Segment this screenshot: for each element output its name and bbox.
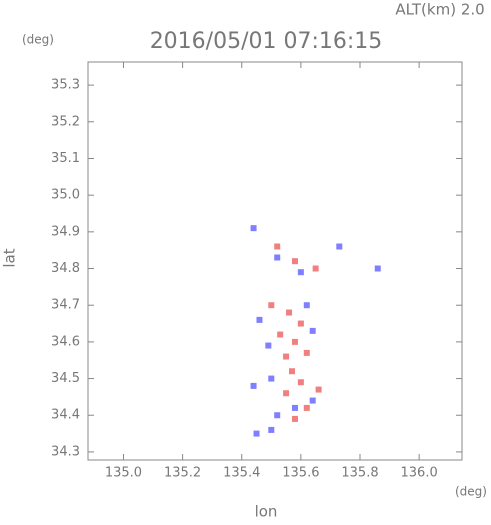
y-unit: (deg) (22, 33, 54, 47)
echo-point (336, 243, 343, 250)
y-tick-label: 34.8 (51, 261, 80, 276)
echo-point (283, 353, 290, 360)
echo-point (250, 382, 257, 389)
echo-point (283, 390, 290, 397)
y-tick-label: 35.2 (51, 114, 80, 129)
x-unit: (deg) (455, 485, 487, 499)
plot-frame (87, 61, 463, 461)
x-tick-label: 135.4 (223, 466, 260, 481)
x-tick-label: 135.6 (282, 466, 319, 481)
y-tick-label: 34.9 (51, 224, 80, 239)
y-tick-label: 34.3 (51, 444, 80, 459)
y-tick-label: 35.1 (51, 151, 80, 166)
echo-point (289, 368, 295, 375)
y-tick-label: 34.7 (51, 298, 80, 313)
echo-point (309, 397, 316, 404)
y-tick-label: 35.3 (51, 78, 80, 93)
echo-point (274, 243, 281, 250)
echo-point (303, 302, 310, 309)
echo-point (274, 254, 281, 261)
echo-point (277, 331, 284, 338)
echo-point (374, 265, 381, 272)
echo-point (303, 404, 310, 411)
y-tick-label: 34.4 (51, 408, 80, 423)
y-tick-label: 34.5 (51, 371, 80, 386)
echo-point (297, 269, 304, 276)
echo-point (291, 338, 298, 345)
echo-point (312, 265, 319, 272)
echo-point (250, 225, 257, 232)
echo-point (297, 379, 304, 386)
echo-point (315, 386, 322, 393)
echo-point (297, 320, 304, 327)
y-axis-label: lat (1, 248, 19, 267)
echo-point (291, 404, 298, 411)
echo-point (265, 342, 272, 349)
x-tick-label: 135.8 (341, 466, 378, 481)
echo-point (274, 412, 281, 419)
x-tick-label: 136.0 (401, 466, 438, 481)
echo-point (268, 426, 275, 433)
echo-point (268, 375, 275, 382)
altitude-label: ALT(km) 2.0 (395, 1, 484, 19)
echo-point (291, 415, 298, 422)
x-axis-label: lon (255, 503, 278, 521)
echo-point (253, 430, 260, 437)
chart-title: 2016/05/01 07:16:15 (150, 29, 383, 54)
y-tick-label: 34.6 (51, 334, 80, 349)
echo-point (256, 316, 263, 323)
x-tick-label: 135.0 (105, 466, 142, 481)
echo-point (291, 258, 298, 265)
x-tick-label: 135.2 (164, 466, 201, 481)
echo-point (268, 302, 275, 309)
echo-point (303, 349, 310, 356)
echo-point (309, 327, 316, 334)
echo-point (286, 309, 293, 316)
y-tick-label: 35.0 (51, 188, 80, 203)
